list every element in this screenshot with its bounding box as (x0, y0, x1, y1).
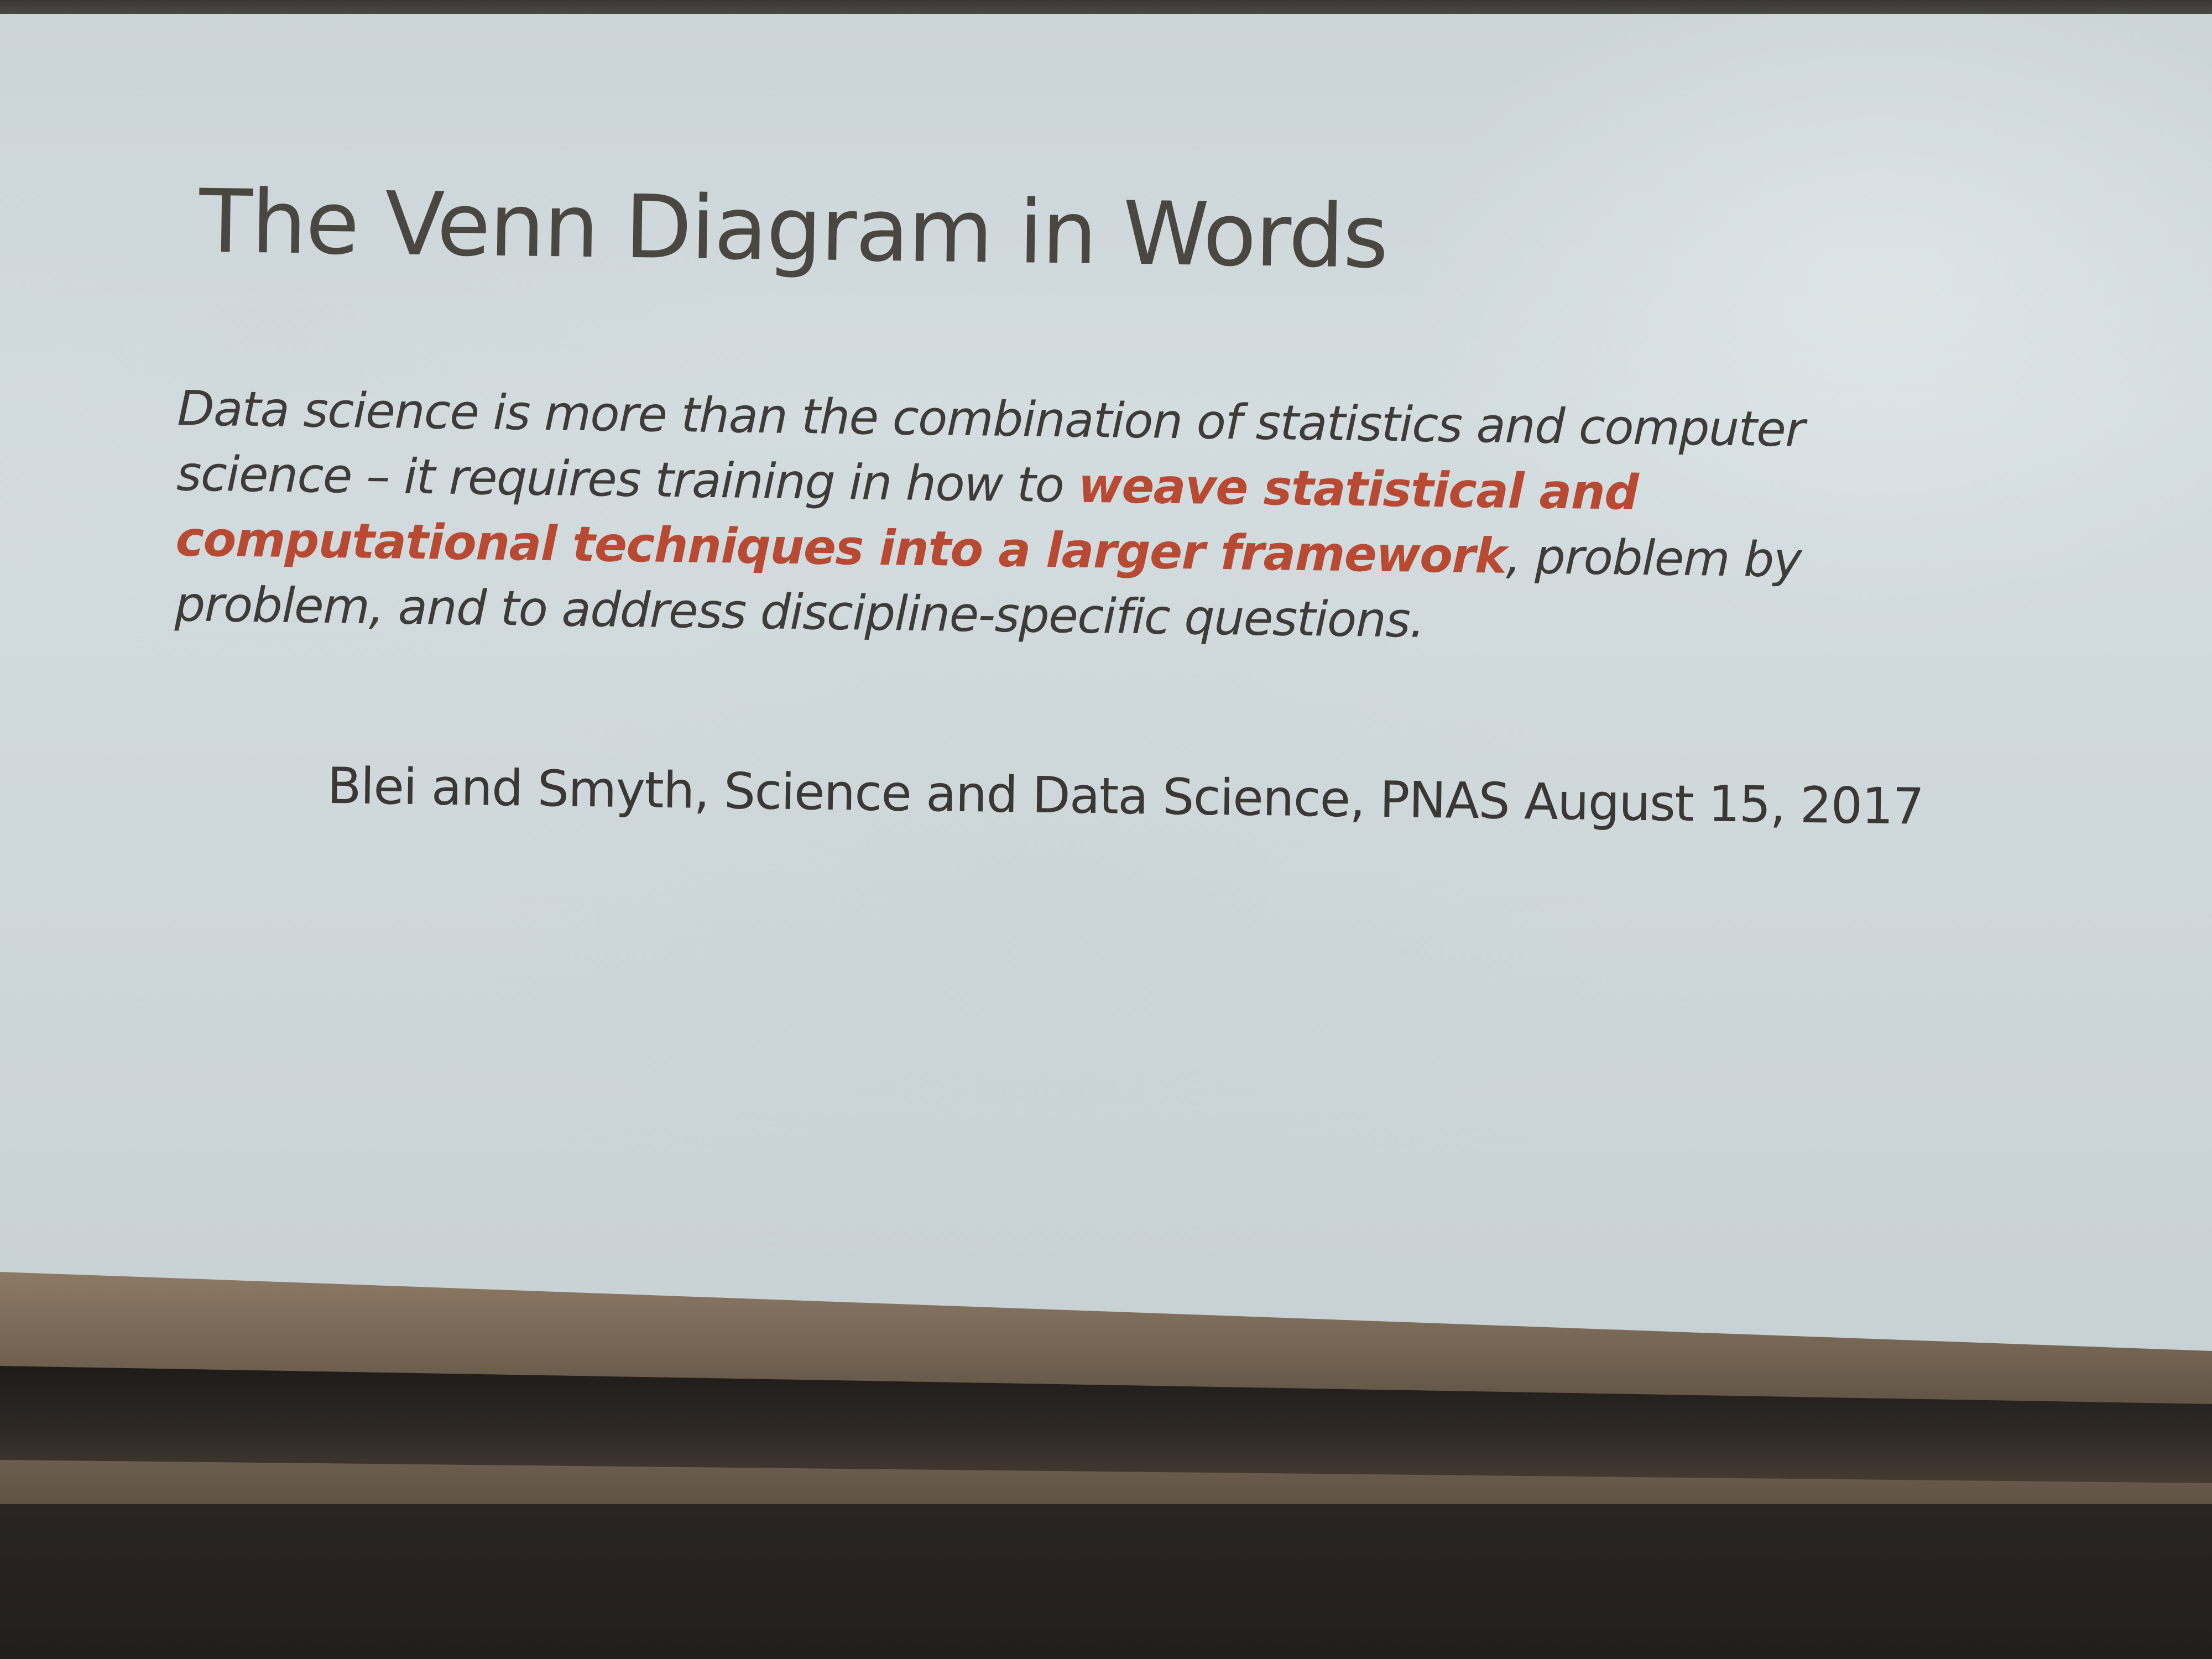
room-lower-wall (0, 1504, 2212, 1659)
slide-quote: Data science is more than the combinatio… (174, 375, 2002, 660)
quote-highlight-part-2: computational techniques into a larger f… (175, 510, 1507, 585)
slide: The Venn Diagram in Words Data science i… (0, 14, 2212, 1352)
quote-highlight-part-1: weave statistical and (1077, 457, 1639, 521)
slide-citation: Blei and Smyth, Science and Data Science… (327, 757, 1924, 836)
quote-line-2-text: science – it requires training in how to (176, 445, 1079, 514)
quote-line-3-text: , problem by (1505, 528, 1802, 588)
projection-screen: The Venn Diagram in Words Data science i… (0, 14, 2212, 1352)
slide-title: The Venn Diagram in Words (198, 170, 1389, 288)
